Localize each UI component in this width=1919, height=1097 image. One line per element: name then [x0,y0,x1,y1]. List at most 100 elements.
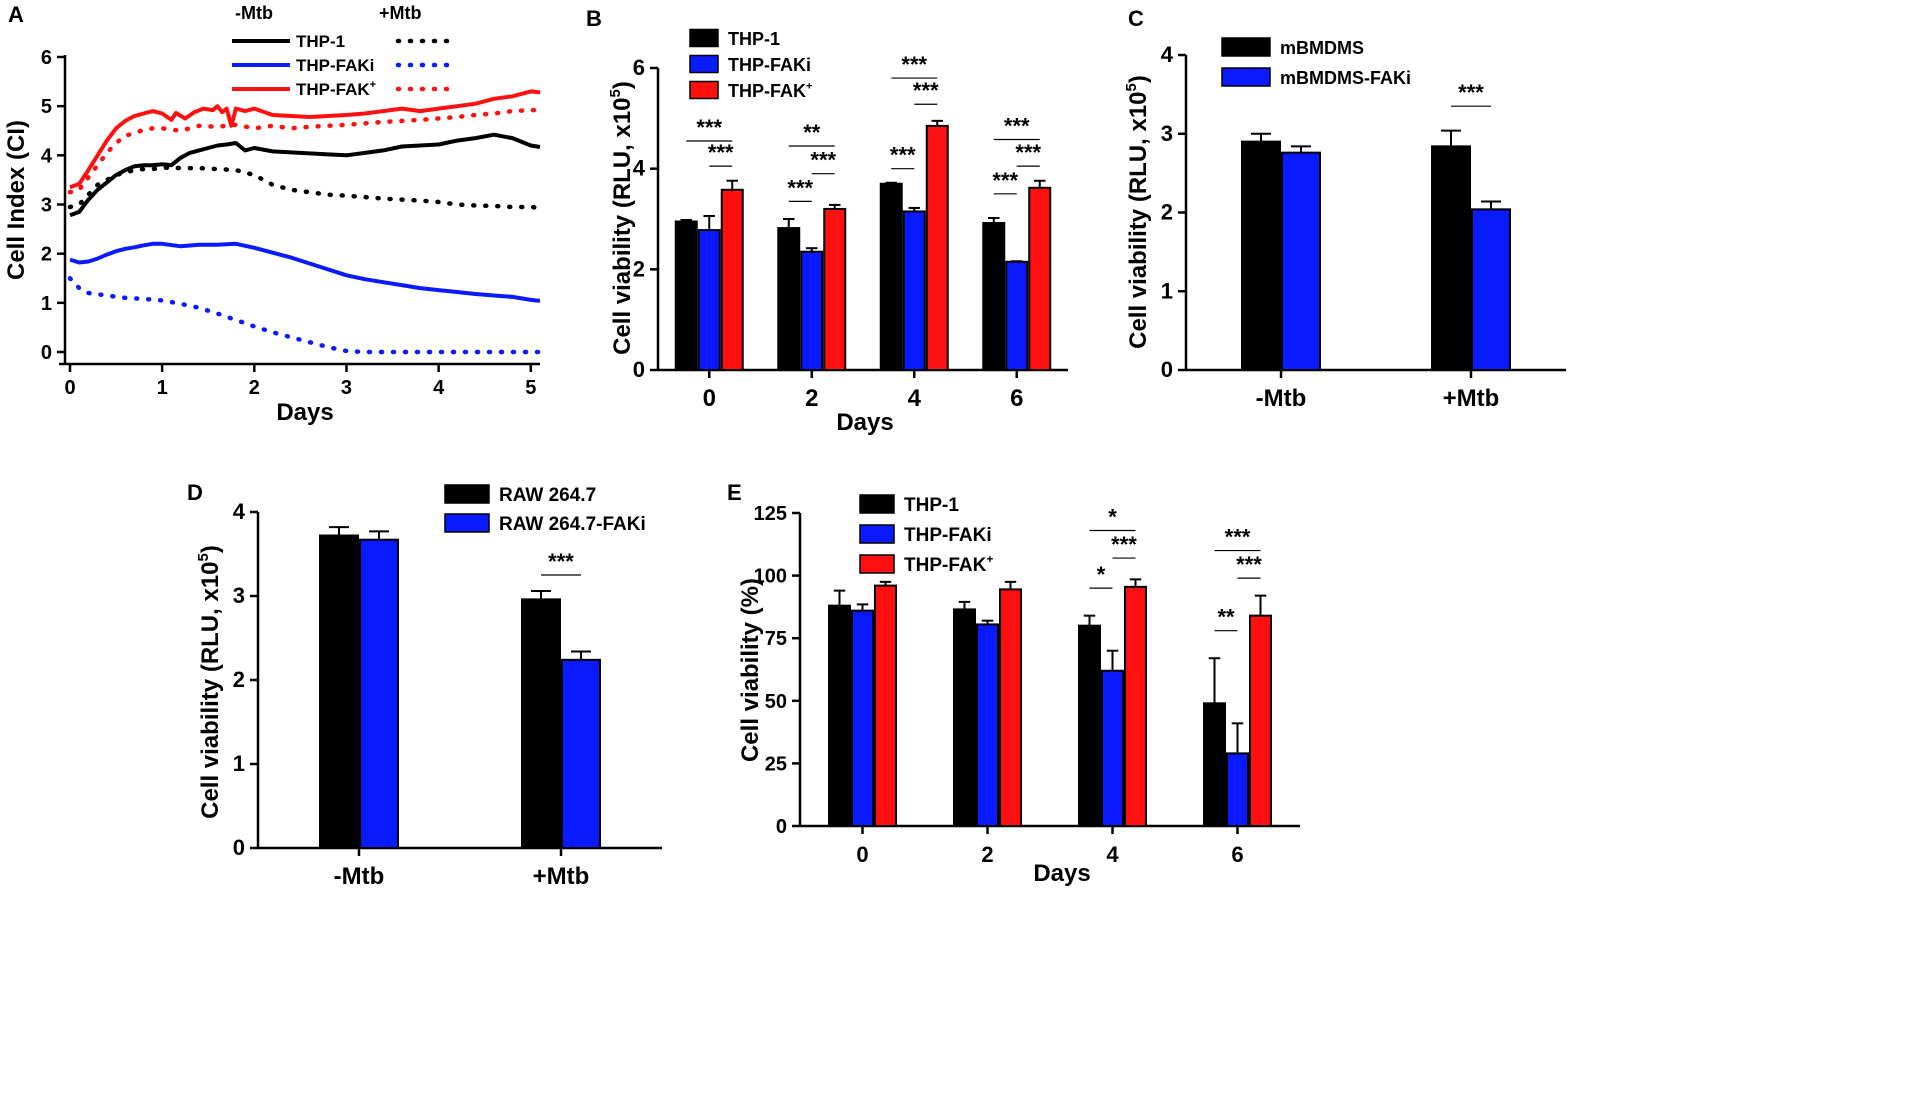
y-tick-label: 125 [754,503,787,525]
y-tick-label: 4 [233,499,246,524]
legend-e: THP-1 THP-FAKi THP-FAK+ [859,494,993,576]
y-tick-label: 25 [765,753,787,775]
x-tick-label: 0 [64,377,75,399]
series-line-2 [69,89,541,190]
x-tick-label: 0 [703,385,716,412]
significance-label: *** [787,175,813,200]
label-part: Cell viability (RLU, x10 [197,561,224,818]
label-part: RAW 264.7 [499,485,596,506]
legend-header-minus-mtb: -Mtb [235,3,273,23]
panel-label-e: E [727,480,742,505]
series-line-5 [67,107,543,195]
x-tick-label: 6 [1010,385,1023,412]
y-tick-label: 2 [41,244,52,266]
significance-label: *** [1004,113,1030,138]
y-tick-label: 1 [1161,278,1173,303]
series-line-0 [69,132,541,218]
y-tick-label: 4 [1161,42,1174,67]
x-axis-label: Days [276,399,333,426]
bar [521,598,561,849]
x-tick-label: 4 [1106,842,1119,867]
label-part: ) [609,81,636,89]
y-tick-label: 2 [1161,200,1173,225]
label-part: THP-1 [728,29,780,49]
y-tick-label: 1 [233,751,245,776]
y-tick-label: 6 [41,47,52,69]
x-tick-label: 2 [981,842,993,867]
label-part: ) [1125,75,1152,83]
legend-b: THP-1 THP-FAKi THP-FAK+ [689,28,812,101]
bar [982,222,1006,371]
y-tick-label: 0 [233,835,245,860]
legend-d: RAW 264.7 RAW 264.7-FAKi [444,484,646,535]
superscript: 5 [607,89,624,97]
legend-label: THP-FAKi [904,525,992,546]
bar [902,210,926,371]
bar [828,604,851,828]
significance-label: *** [708,140,734,165]
bar [777,227,801,371]
bar [1101,669,1124,828]
legend-label: RAW 264.7-FAKi [499,514,646,535]
label-part: Cell viability (RLU, x10 [1125,91,1152,348]
series-line-3 [67,165,543,211]
y-tick-label: 0 [1161,357,1173,382]
y-tick-label: 3 [41,195,52,217]
legend-swatch [444,513,490,533]
bar [953,608,976,827]
significance-label: *** [992,168,1018,193]
legend-label: mBMDMS-FAKi [1280,68,1411,88]
y-axis-label: Cell viability (%) [737,578,764,762]
significance-label: * [1108,505,1117,530]
significance-label: *** [1111,532,1137,557]
y-tick-label: 2 [233,667,245,692]
bar [874,584,897,828]
y-axis-label: Cell viability (RLU, x105) [1123,75,1152,349]
panel-label-b: B [586,6,602,31]
x-axis-label: Days [1033,860,1090,887]
bar [1203,702,1226,828]
x-tick-label: +Mtb [1443,385,1500,412]
legend-c: mBMDMS mBMDMS-FAKi [1221,37,1411,88]
x-tick-label: 0 [856,842,868,867]
label-part: THP-FAKi [904,525,992,546]
significance-label: *** [1236,552,1262,577]
legend-label: THP-FAK+ [904,552,993,576]
x-tick-label: 5 [525,377,536,399]
y-tick-label: 3 [233,583,245,608]
label-part: THP-FAK [904,555,987,576]
legend-label: RAW 264.7 [499,485,596,506]
significance-label: * [1097,562,1106,587]
significance-label: *** [913,78,939,103]
legend-swatch [859,494,895,514]
bar [561,658,601,850]
y-tick-label: 100 [754,566,787,588]
bar [1249,614,1272,827]
panel-a: A 0 1 2 3 4 5 6 0 1 2 3 4 5 Days Cell Index (CI) -Mtb +Mt… [3,2,543,426]
significance-label: ** [803,120,821,145]
label-part: RAW 264.7-FAKi [499,514,646,535]
label-part: mBMDMS-FAKi [1280,68,1411,88]
legend-label: THP-1 [904,495,959,516]
significance-label: *** [901,52,927,77]
bar [1124,585,1147,827]
legend-swatch [689,54,719,74]
y-axis-label: Cell viability (RLU, x105) [195,545,224,819]
significance-label: *** [548,549,574,574]
y-tick-label: 6 [633,55,645,80]
legend-swatch [859,554,895,574]
label-part: ) [197,545,224,553]
legend-swatch [444,484,490,504]
bar [1241,140,1281,371]
y-tick-label: 50 [765,691,787,713]
series-line-4 [67,276,543,355]
bar [1005,260,1029,371]
bar [319,534,359,850]
panel-label-d: D [187,480,203,505]
y-axis-label: Cell viability (RLU, x105) [607,81,636,355]
x-tick-label: -Mtb [1256,385,1307,412]
superscript: + [370,79,376,91]
bar [359,538,399,849]
x-tick-label: 6 [1231,842,1243,867]
